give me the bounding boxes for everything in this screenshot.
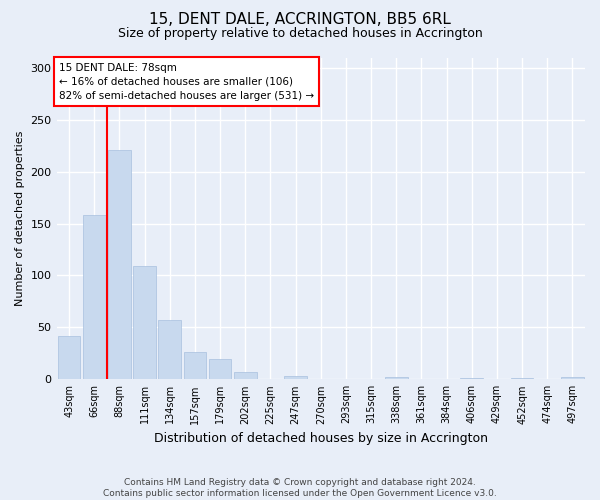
Bar: [460, 378, 483, 380]
Y-axis label: Number of detached properties: Number of detached properties: [15, 130, 25, 306]
X-axis label: Distribution of detached houses by size in Accrington: Distribution of detached houses by size …: [154, 432, 488, 445]
Bar: [184, 352, 206, 380]
Bar: [133, 266, 156, 380]
Bar: [284, 376, 307, 380]
Bar: [511, 378, 533, 380]
Text: 15 DENT DALE: 78sqm
← 16% of detached houses are smaller (106)
82% of semi-detac: 15 DENT DALE: 78sqm ← 16% of detached ho…: [59, 62, 314, 100]
Bar: [158, 320, 181, 380]
Bar: [58, 336, 80, 380]
Text: Size of property relative to detached houses in Accrington: Size of property relative to detached ho…: [118, 28, 482, 40]
Bar: [561, 377, 584, 380]
Text: Contains HM Land Registry data © Crown copyright and database right 2024.
Contai: Contains HM Land Registry data © Crown c…: [103, 478, 497, 498]
Bar: [385, 377, 407, 380]
Bar: [234, 372, 257, 380]
Bar: [108, 150, 131, 380]
Bar: [83, 216, 106, 380]
Text: 15, DENT DALE, ACCRINGTON, BB5 6RL: 15, DENT DALE, ACCRINGTON, BB5 6RL: [149, 12, 451, 28]
Bar: [209, 358, 232, 380]
